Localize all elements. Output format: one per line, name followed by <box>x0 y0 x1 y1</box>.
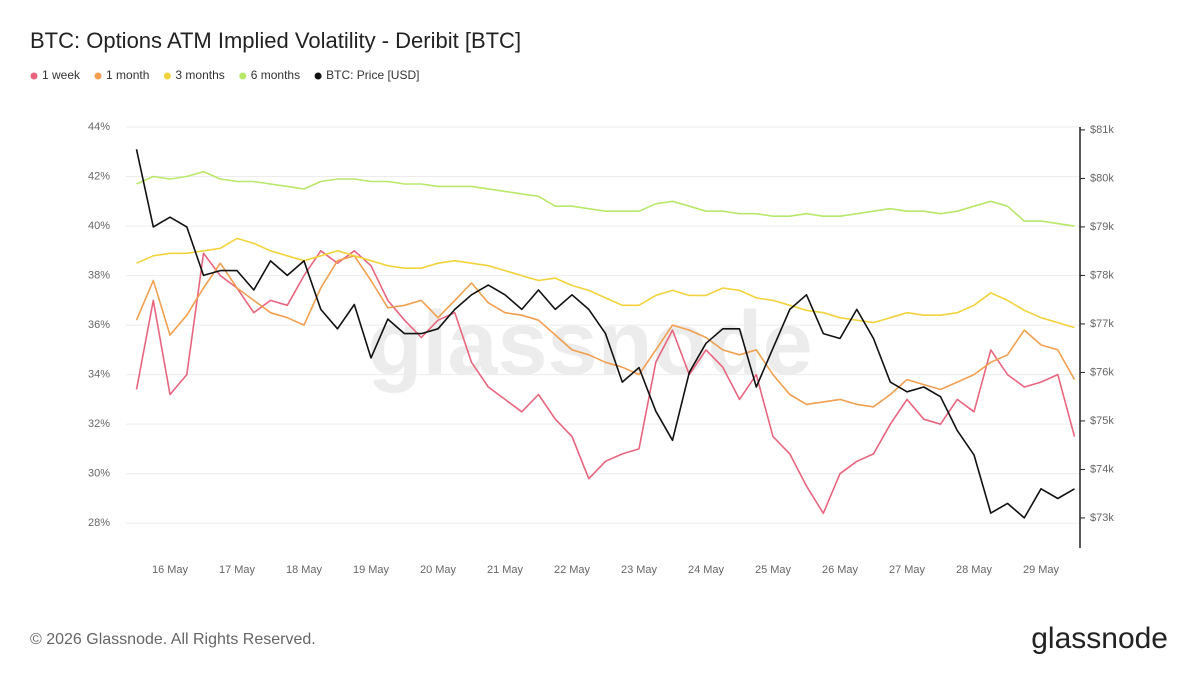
series-line <box>136 237 1075 329</box>
legend-marker <box>239 72 247 80</box>
legend-marker <box>314 72 322 80</box>
y2-tick-label: $76k <box>1090 366 1114 378</box>
legend-label: BTC: Price [USD] <box>326 68 419 82</box>
footer: © 2026 Glassnode. All Rights Reserved. <box>30 631 316 648</box>
y-tick-label: 38% <box>88 269 110 281</box>
y2-tick-label: $77k <box>1090 318 1114 330</box>
legend-marker <box>30 72 38 80</box>
x-tick-label: 24 May <box>688 564 725 576</box>
legend-label: 3 months <box>175 68 224 82</box>
brand-logo: glassnode <box>1031 622 1168 655</box>
y2-tick-label: $73k <box>1090 512 1114 524</box>
y-tick-label: 34% <box>88 369 110 381</box>
x-tick-label: 23 May <box>621 564 658 576</box>
watermark: glassnode <box>367 294 812 394</box>
legend-label: 6 months <box>251 68 300 82</box>
x-tick-label: 22 May <box>554 564 591 576</box>
x-tick-label: 25 May <box>755 564 792 576</box>
series-line <box>136 170 1075 227</box>
y2-tick-label: $74k <box>1090 463 1114 475</box>
x-tick-label: 26 May <box>822 564 859 576</box>
y-tick-label: 40% <box>88 220 110 232</box>
y-tick-label: 28% <box>88 517 110 529</box>
y2-tick-label: $81k <box>1090 124 1114 136</box>
y2-tick-label: $80k <box>1090 172 1114 184</box>
series-line <box>135 149 1075 519</box>
x-tick-label: 19 May <box>353 564 390 576</box>
y-tick-label: 36% <box>88 319 110 331</box>
y-tick-label: 32% <box>88 418 110 430</box>
y-tick-label: 44% <box>88 121 110 133</box>
y2-tick-label: $79k <box>1090 221 1114 233</box>
y-tick-label: 30% <box>88 468 110 480</box>
x-tick-label: 29 May <box>1023 564 1060 576</box>
x-tick-label: 27 May <box>889 564 926 576</box>
chart-title: BTC: Options ATM Implied Volatility - De… <box>30 28 521 53</box>
x-tick-label: 28 May <box>956 564 993 576</box>
series-line <box>135 250 1076 515</box>
y2-tick-label: $78k <box>1090 269 1114 281</box>
legend-label: 1 month <box>106 68 149 82</box>
x-tick-label: 21 May <box>487 564 524 576</box>
x-tick-label: 17 May <box>219 564 256 576</box>
x-tick-label: 16 May <box>152 564 189 576</box>
x-tick-label: 18 May <box>286 564 323 576</box>
series-line <box>135 255 1076 408</box>
y-tick-label: 42% <box>88 170 110 182</box>
legend-label: 1 week <box>42 68 81 82</box>
legend-marker <box>94 72 102 80</box>
legend-marker <box>163 72 171 80</box>
x-tick-label: 20 May <box>420 564 457 576</box>
y2-tick-label: $75k <box>1090 415 1114 427</box>
